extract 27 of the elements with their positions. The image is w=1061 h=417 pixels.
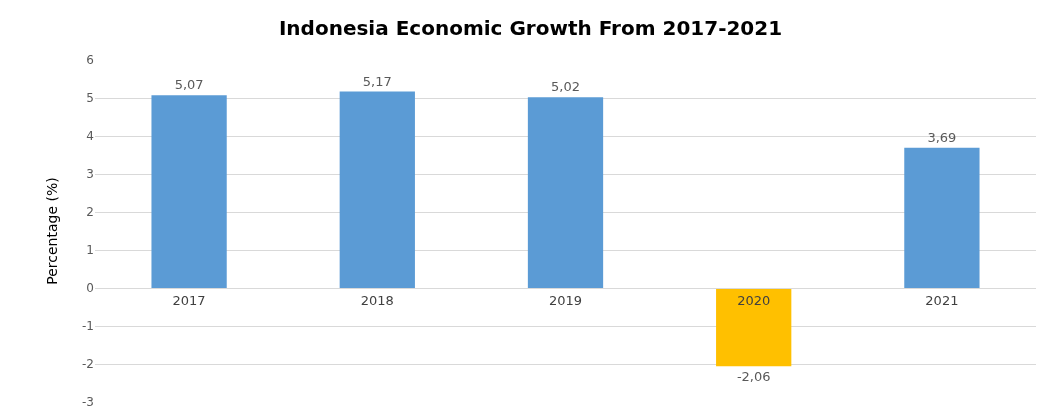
bar [339, 91, 415, 288]
x-tick-label: 2019 [548, 292, 583, 308]
y-tick-label: -2 [82, 357, 94, 372]
y-tick-label: 1 [86, 243, 94, 258]
data-label: 5,02 [551, 79, 580, 95]
bar [527, 97, 604, 288]
bar [151, 95, 227, 288]
y-axis-title: Percentage (%) [44, 177, 60, 285]
y-tick-label: 0 [86, 281, 94, 296]
data-label: 5,07 [174, 77, 204, 93]
chart-title: Indonesia Economic Growth From 2017-2021 [278, 15, 783, 40]
data-label: -2,06 [736, 369, 771, 385]
x-tick-label: 2020 [737, 292, 771, 308]
y-tick-label: 3 [86, 167, 94, 182]
y-tick-label: -3 [82, 395, 94, 410]
x-tick-label: 2018 [360, 292, 394, 308]
y-tick-label: 4 [86, 129, 94, 144]
data-label: 5,17 [362, 73, 392, 89]
data-label: 3,69 [927, 129, 957, 145]
bar [904, 147, 980, 288]
x-tick-label: 2017 [172, 292, 206, 308]
y-tick-label: 2 [86, 205, 94, 220]
bar [716, 288, 792, 367]
y-tick-label: 6 [86, 53, 94, 68]
x-tick-label: 2021 [925, 292, 959, 308]
y-tick-label: 5 [86, 91, 94, 106]
y-tick-label: -1 [82, 319, 94, 334]
